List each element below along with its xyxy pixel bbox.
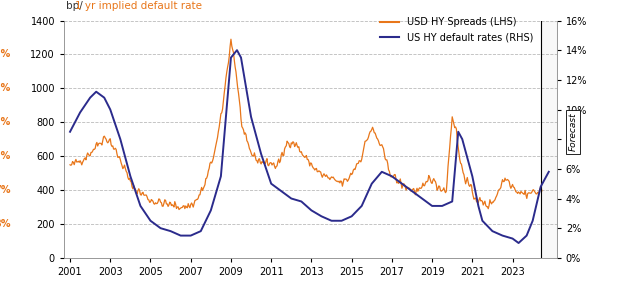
Text: 7%: 7%	[0, 185, 12, 195]
Text: 19%: 19%	[0, 50, 12, 59]
Bar	[541, 21, 557, 258]
Text: 10%: 10%	[0, 151, 12, 161]
Legend: USD HY Spreads (LHS), US HY default rates (RHS): USD HY Spreads (LHS), US HY default rate…	[376, 13, 537, 46]
Text: Forecast: Forecast	[568, 113, 577, 151]
Text: 16%: 16%	[0, 83, 12, 93]
Text: 1 yr implied default rate: 1 yr implied default rate	[75, 1, 202, 11]
Text: bp/: bp/	[67, 1, 83, 11]
Text: 13%: 13%	[0, 117, 12, 127]
Text: 3%: 3%	[0, 219, 12, 229]
